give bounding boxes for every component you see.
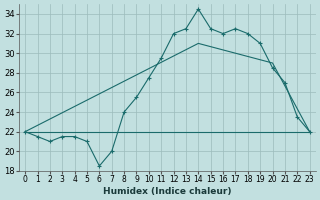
X-axis label: Humidex (Indice chaleur): Humidex (Indice chaleur)	[103, 187, 232, 196]
